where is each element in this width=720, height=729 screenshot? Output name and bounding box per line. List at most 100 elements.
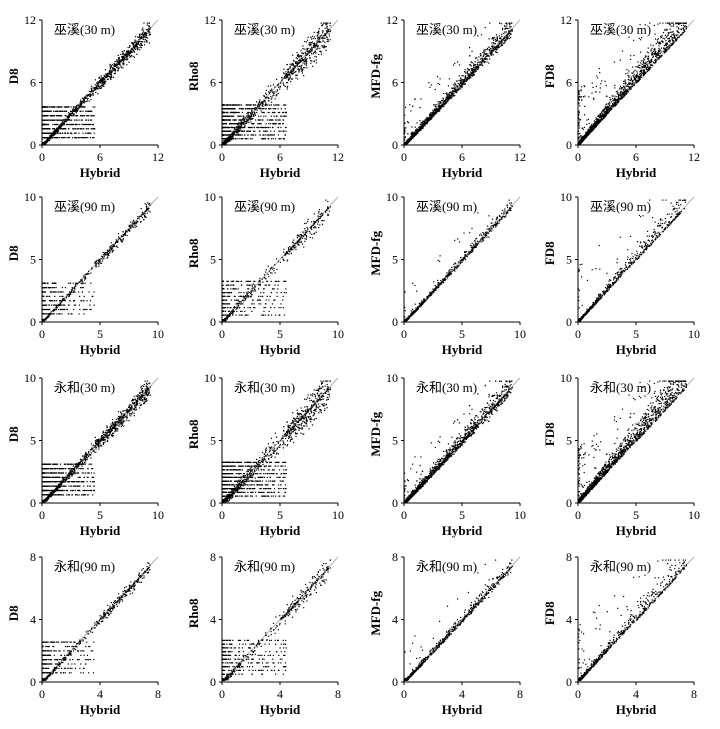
data-point <box>458 79 460 81</box>
data-point <box>470 71 472 73</box>
data-point <box>122 62 124 64</box>
data-point <box>271 111 274 114</box>
data-point <box>251 108 253 110</box>
data-point <box>324 37 326 39</box>
data-point <box>136 53 138 55</box>
data-point <box>266 96 268 98</box>
data-point <box>118 62 120 64</box>
data-point <box>93 89 95 91</box>
data-point <box>243 119 245 121</box>
data-point <box>78 132 80 134</box>
data-point <box>325 22 327 24</box>
data-point <box>60 115 62 117</box>
data-point <box>494 36 496 39</box>
data-point <box>84 97 86 99</box>
data-point <box>282 115 284 117</box>
data-point <box>99 85 101 88</box>
data-point <box>81 106 83 108</box>
data-point <box>322 36 324 39</box>
data-point <box>503 42 505 45</box>
data-point <box>130 49 132 52</box>
data-point <box>55 119 57 121</box>
data-point <box>266 134 269 136</box>
data-point <box>56 115 58 117</box>
data-point <box>86 123 88 126</box>
data-point <box>57 130 60 132</box>
data-point <box>98 82 100 84</box>
data-point <box>252 113 254 115</box>
data-point <box>77 104 79 106</box>
data-point <box>46 110 48 112</box>
data-point <box>85 137 87 139</box>
data-point <box>104 81 106 83</box>
data-point <box>439 109 441 111</box>
data-point <box>131 48 133 50</box>
data-point <box>295 62 297 65</box>
data-point <box>223 140 225 142</box>
data-point <box>504 41 506 43</box>
data-point <box>329 29 331 31</box>
data-point <box>323 22 325 24</box>
data-point <box>238 128 240 130</box>
data-point <box>77 137 79 139</box>
data-point <box>235 119 237 121</box>
data-point <box>49 115 51 117</box>
data-point <box>75 112 77 114</box>
data-point <box>279 86 281 88</box>
data-point <box>309 44 311 46</box>
data-point <box>273 94 275 96</box>
data-point <box>145 33 147 35</box>
data-point <box>301 68 303 70</box>
data-point <box>287 85 289 87</box>
data-point <box>106 78 109 80</box>
data-point <box>135 46 137 48</box>
data-point <box>238 108 240 110</box>
data-point <box>235 134 237 136</box>
data-point <box>445 92 447 95</box>
data-point <box>144 44 146 46</box>
data-point <box>57 132 59 134</box>
data-point <box>119 61 121 63</box>
data-point <box>323 37 325 39</box>
data-point <box>293 69 295 71</box>
data-point <box>223 123 225 125</box>
data-point <box>315 48 317 50</box>
data-point <box>145 37 147 39</box>
data-point <box>298 65 301 68</box>
data-point <box>83 137 85 139</box>
data-point <box>51 132 54 134</box>
data-point <box>297 63 299 65</box>
data-point <box>243 130 245 132</box>
data-point <box>251 111 253 114</box>
data-point <box>313 51 315 54</box>
data-point <box>430 114 432 116</box>
data-point <box>295 71 297 73</box>
data-point <box>470 65 472 67</box>
data-point <box>486 47 489 49</box>
data-point <box>491 52 493 55</box>
data-point <box>46 123 49 126</box>
data-point <box>56 129 58 131</box>
data-point <box>254 130 256 132</box>
data-point <box>224 126 226 129</box>
data-point <box>273 91 275 93</box>
data-point <box>83 106 85 108</box>
data-point <box>317 32 319 34</box>
data-point <box>249 126 251 129</box>
data-point <box>226 137 228 139</box>
data-point <box>230 136 233 138</box>
data-point <box>76 123 78 126</box>
data-point <box>265 102 267 104</box>
data-point <box>61 122 63 124</box>
data-point <box>268 97 270 99</box>
data-point <box>82 106 84 108</box>
data-point <box>319 50 321 52</box>
data-point <box>83 115 86 117</box>
data-point <box>55 137 57 139</box>
data-point <box>237 115 239 117</box>
data-point <box>89 94 91 96</box>
data-point <box>114 71 116 73</box>
data-point <box>42 115 44 117</box>
data-point <box>314 44 317 46</box>
data-point <box>235 131 237 133</box>
